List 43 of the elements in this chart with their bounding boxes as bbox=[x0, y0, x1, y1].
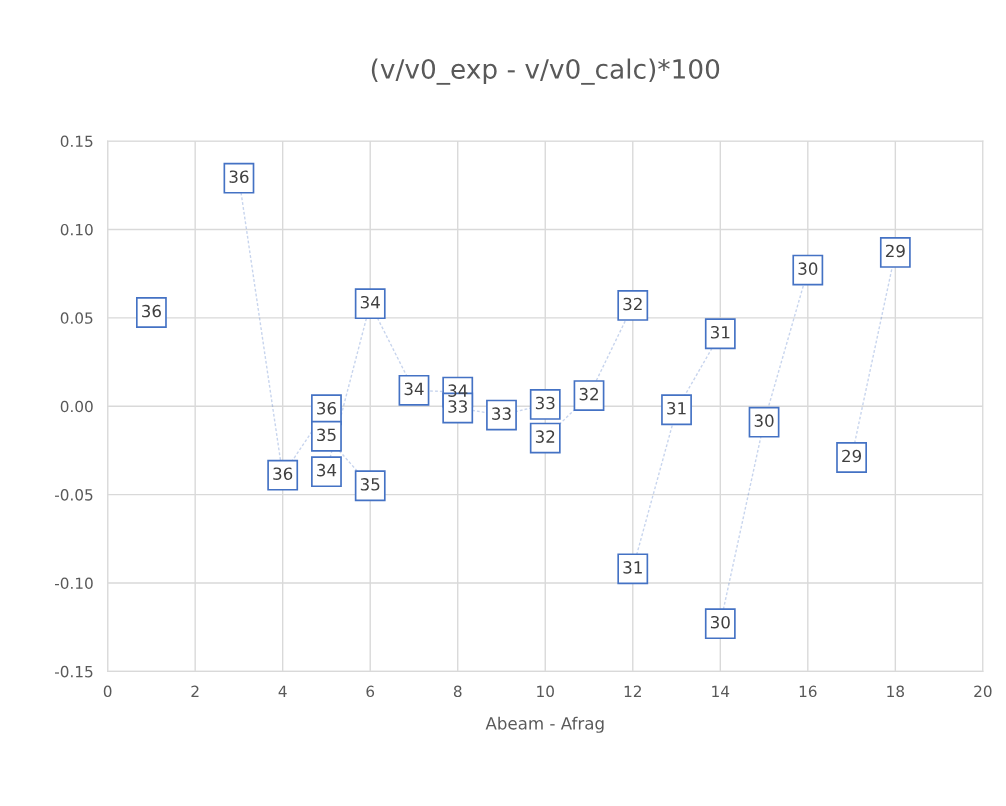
x-tick-label: 10 bbox=[537, 685, 554, 698]
annotation: 30 bbox=[710, 615, 730, 629]
annotation: 33 bbox=[492, 407, 511, 420]
annotation: 34 bbox=[404, 382, 424, 396]
x-tick-label: 18 bbox=[887, 685, 905, 698]
chart-title: (v/v0_exp - v/v0_calc)*100 bbox=[371, 58, 720, 85]
y-tick-label: -0.05 bbox=[54, 489, 93, 501]
x-tick-label: 4 bbox=[278, 685, 287, 697]
annotation: 31 bbox=[623, 561, 642, 574]
annotation: 36 bbox=[317, 401, 336, 415]
x-tick-label: 12 bbox=[624, 685, 641, 697]
x-tick-label: 14 bbox=[712, 685, 730, 697]
annotation: 30 bbox=[798, 262, 818, 275]
x-tick-label: 20 bbox=[974, 685, 992, 698]
annotation: 35 bbox=[360, 478, 380, 491]
x-tick-label: 2 bbox=[191, 685, 199, 697]
annotation: 32 bbox=[535, 430, 555, 443]
annotation: 31 bbox=[710, 325, 730, 339]
annotation: 35 bbox=[317, 428, 336, 442]
y-tick-label: 0.00 bbox=[60, 400, 93, 413]
annotation: 33 bbox=[535, 396, 555, 410]
annotation: 36 bbox=[229, 170, 249, 184]
annotation: 32 bbox=[623, 297, 642, 311]
y-tick-label: 0.05 bbox=[60, 312, 93, 324]
annotation: 32 bbox=[579, 387, 598, 401]
annotation: 36 bbox=[142, 304, 161, 318]
y-tick-label: -0.10 bbox=[54, 577, 93, 590]
y-tick-label: 0.10 bbox=[60, 223, 93, 236]
annotation: 34 bbox=[317, 463, 337, 477]
annotation: 29 bbox=[885, 244, 905, 258]
x-tick-label: 16 bbox=[799, 685, 817, 698]
x-tick-label: 8 bbox=[453, 685, 462, 698]
y-tick-label: 0.15 bbox=[60, 135, 93, 148]
annotation: 29 bbox=[842, 449, 862, 463]
annotation: 36 bbox=[273, 467, 293, 481]
annotation: 30 bbox=[754, 414, 774, 427]
y-tick-label: -0.15 bbox=[54, 665, 93, 678]
x-axis-title: Abeam - Afrag bbox=[485, 716, 604, 733]
annotation: 34 bbox=[360, 295, 380, 309]
x-tick-label: 6 bbox=[366, 685, 375, 698]
annotation: 33 bbox=[448, 400, 467, 413]
x-tick-label: 0 bbox=[103, 685, 112, 698]
annotation: 31 bbox=[667, 401, 686, 415]
